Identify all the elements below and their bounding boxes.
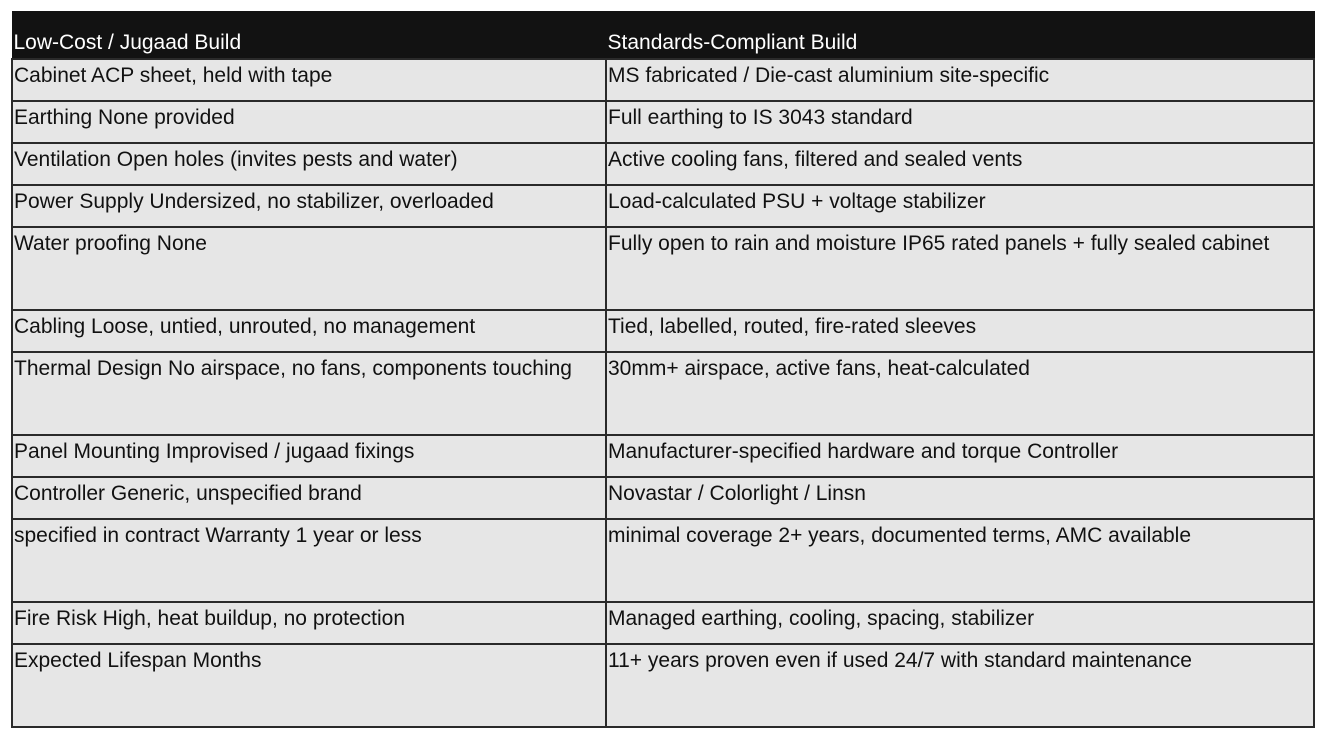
table-row: Controller Generic, unspecified brand No…: [11, 476, 1315, 520]
table-body: Cabinet ACP sheet, held with tape MS fab…: [11, 58, 1315, 728]
standards-cell: Active cooling fans, filtered and sealed…: [605, 142, 1315, 186]
header-row: Low-Cost / Jugaad Build Standards-Compli…: [11, 11, 1315, 60]
standards-cell: 11+ years proven even if used 24/7 with …: [605, 643, 1315, 728]
low-cost-cell: Panel Mounting Improvised / jugaad fixin…: [11, 434, 607, 478]
low-cost-cell: Thermal Design No airspace, no fans, com…: [11, 351, 607, 436]
table-row: Power Supply Undersized, no stabilizer, …: [11, 184, 1315, 228]
standards-cell: Fully open to rain and moisture IP65 rat…: [605, 226, 1315, 311]
standards-cell: Managed earthing, cooling, spacing, stab…: [605, 601, 1315, 645]
low-cost-cell: Cabinet ACP sheet, held with tape: [11, 58, 607, 102]
standards-cell: Tied, labelled, routed, fire-rated sleev…: [605, 309, 1315, 353]
table-header: Low-Cost / Jugaad Build Standards-Compli…: [11, 11, 1315, 60]
low-cost-cell: Earthing None provided: [11, 100, 607, 144]
standards-cell: Novastar / Colorlight / Linsn: [605, 476, 1315, 520]
table-row: specified in contract Warranty 1 year or…: [11, 518, 1315, 603]
comparison-table: Low-Cost / Jugaad Build Standards-Compli…: [11, 11, 1315, 728]
low-cost-cell: Fire Risk High, heat buildup, no protect…: [11, 601, 607, 645]
low-cost-cell: Ventilation Open holes (invites pests an…: [11, 142, 607, 186]
low-cost-cell: Expected Lifespan Months: [11, 643, 607, 728]
column-header-low-cost: Low-Cost / Jugaad Build: [11, 11, 607, 60]
table-row: Cabling Loose, untied, unrouted, no mana…: [11, 309, 1315, 353]
standards-cell: Load-calculated PSU + voltage stabilizer: [605, 184, 1315, 228]
column-header-standards-compliant: Standards-Compliant Build: [605, 11, 1315, 60]
low-cost-cell: Controller Generic, unspecified brand: [11, 476, 607, 520]
table-row: Panel Mounting Improvised / jugaad fixin…: [11, 434, 1315, 478]
standards-cell: Full earthing to IS 3043 standard: [605, 100, 1315, 144]
standards-cell: MS fabricated / Die-cast aluminium site-…: [605, 58, 1315, 102]
table-row: Thermal Design No airspace, no fans, com…: [11, 351, 1315, 436]
table-row: Earthing None provided Full earthing to …: [11, 100, 1315, 144]
low-cost-cell: Cabling Loose, untied, unrouted, no mana…: [11, 309, 607, 353]
table-row: Fire Risk High, heat buildup, no protect…: [11, 601, 1315, 645]
standards-cell: minimal coverage 2+ years, documented te…: [605, 518, 1315, 603]
standards-cell: 30mm+ airspace, active fans, heat-calcul…: [605, 351, 1315, 436]
low-cost-cell: Water proofing None: [11, 226, 607, 311]
table-row: Cabinet ACP sheet, held with tape MS fab…: [11, 58, 1315, 102]
table-row: Ventilation Open holes (invites pests an…: [11, 142, 1315, 186]
table-row: Expected Lifespan Months 11+ years prove…: [11, 643, 1315, 728]
standards-cell: Manufacturer-specified hardware and torq…: [605, 434, 1315, 478]
low-cost-cell: specified in contract Warranty 1 year or…: [11, 518, 607, 603]
low-cost-cell: Power Supply Undersized, no stabilizer, …: [11, 184, 607, 228]
table-row: Water proofing None Fully open to rain a…: [11, 226, 1315, 311]
